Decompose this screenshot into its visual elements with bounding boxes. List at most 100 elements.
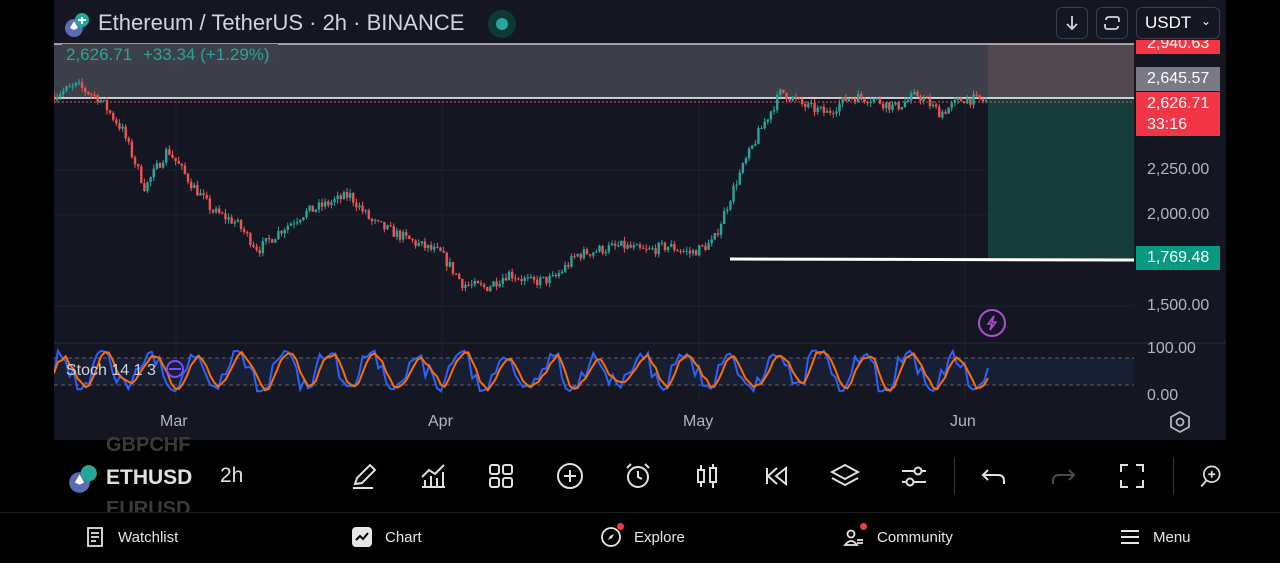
last-price: 2,626.71 <box>1147 95 1210 112</box>
candle-body <box>673 243 676 251</box>
compass-icon <box>601 527 621 547</box>
candle-body <box>355 202 358 208</box>
candle-body <box>663 242 667 250</box>
chart-area[interactable] <box>54 0 1226 440</box>
candle-body <box>155 163 159 169</box>
nav-community[interactable]: Community <box>843 524 953 550</box>
candle-body <box>816 107 819 112</box>
replay-button[interactable] <box>758 458 794 494</box>
candle-body <box>526 277 529 279</box>
zoom-button[interactable] <box>1196 458 1224 494</box>
candle-body <box>535 279 539 286</box>
replay-toggle-button[interactable] <box>1096 7 1128 39</box>
currency-select[interactable]: USDT ⌄ <box>1136 7 1220 39</box>
nav-menu[interactable]: Menu <box>1119 524 1191 550</box>
candle-body <box>464 284 467 288</box>
candle-body <box>482 284 486 288</box>
candle-body <box>239 219 243 230</box>
stoch-axis-100: 100.00 <box>1147 340 1196 357</box>
candle-body <box>376 220 380 222</box>
target-zone <box>988 98 1134 260</box>
candle-body <box>875 98 879 100</box>
candlestick-chart[interactable] <box>54 0 1226 440</box>
toolbar-divider <box>1173 458 1174 494</box>
candle-body <box>794 96 798 99</box>
legend-change: +33.34 (+1.29%) <box>142 45 270 64</box>
candle-body <box>345 192 349 198</box>
pencil-icon <box>353 463 377 489</box>
candle-body <box>327 201 330 206</box>
toolbar-symbol[interactable]: ETHUSD <box>106 466 193 489</box>
download-button[interactable] <box>1056 7 1088 39</box>
ethereum-logo-icon <box>65 13 89 37</box>
candle-body <box>214 208 218 213</box>
stoch-indicator-label[interactable]: Stoch 14 1 3 <box>66 358 186 380</box>
candle-body <box>246 231 249 234</box>
candle-body <box>978 95 981 100</box>
candle-body <box>140 166 143 183</box>
candle-body <box>118 123 121 129</box>
candle-body <box>202 193 205 196</box>
candle-body <box>264 238 268 242</box>
candle-body <box>944 111 947 114</box>
chart-type-button[interactable] <box>689 458 725 494</box>
alert-button[interactable] <box>620 458 656 494</box>
candle-body <box>174 157 177 161</box>
candle-body <box>323 201 327 207</box>
candle-body <box>59 94 62 97</box>
candle-body <box>900 107 904 110</box>
nav-chart[interactable]: Chart <box>351 524 422 550</box>
object-tree-button[interactable] <box>827 458 863 494</box>
alerts-lightning-button[interactable] <box>978 309 1006 337</box>
candle-body <box>361 205 364 212</box>
candle-body <box>158 163 162 168</box>
candle-body <box>635 244 639 246</box>
candle-body <box>592 252 595 256</box>
candle-body <box>881 103 885 109</box>
candle-body <box>280 230 283 234</box>
candle-body <box>729 201 732 210</box>
candle-body <box>168 149 171 155</box>
candle-body <box>981 99 985 102</box>
candle-body <box>461 278 464 288</box>
candle-body <box>685 250 688 252</box>
candle-body <box>573 255 576 257</box>
nav-watchlist[interactable]: Watchlist <box>84 524 178 550</box>
nav-explore-label: Explore <box>634 528 685 546</box>
ghost-symbol-above: GBPCHF <box>106 434 191 456</box>
candle-body <box>486 287 489 292</box>
candle-body <box>299 220 302 222</box>
layouts-button[interactable] <box>483 458 519 494</box>
candle-body <box>429 244 433 250</box>
symbol-title[interactable]: Ethereum / TetherUS · 2h · BINANCE <box>98 10 465 35</box>
candle-body <box>654 248 657 255</box>
candle-body <box>305 210 308 218</box>
community-icon <box>843 529 863 546</box>
alarm-clock-icon <box>626 463 650 488</box>
candle-body <box>208 198 212 210</box>
add-button[interactable] <box>552 458 588 494</box>
draw-tool-button[interactable] <box>346 458 382 494</box>
candle-body <box>925 98 928 100</box>
indicators-button[interactable] <box>415 458 451 494</box>
fullscreen-button[interactable] <box>1114 458 1150 494</box>
candle-body <box>853 98 857 103</box>
candle-body <box>392 226 395 237</box>
chart-settings-button[interactable] <box>896 458 932 494</box>
undo-button[interactable] <box>976 458 1012 494</box>
currency-value: USDT <box>1145 13 1192 32</box>
toolbar-interval[interactable]: 2h <box>220 464 244 487</box>
candle-body <box>938 106 941 118</box>
candle-body <box>713 233 717 240</box>
candle-body <box>838 103 841 112</box>
nav-menu-label: Menu <box>1153 528 1191 546</box>
candle-body <box>470 284 473 286</box>
candle-body <box>458 273 461 279</box>
candle-body <box>80 82 84 88</box>
candle-body <box>501 278 505 284</box>
candle-body <box>757 128 760 144</box>
settings-hexagon-icon[interactable] <box>1168 410 1192 434</box>
nav-explore[interactable]: Explore <box>600 524 685 550</box>
candle-body <box>722 211 726 225</box>
redo-button[interactable] <box>1045 458 1081 494</box>
